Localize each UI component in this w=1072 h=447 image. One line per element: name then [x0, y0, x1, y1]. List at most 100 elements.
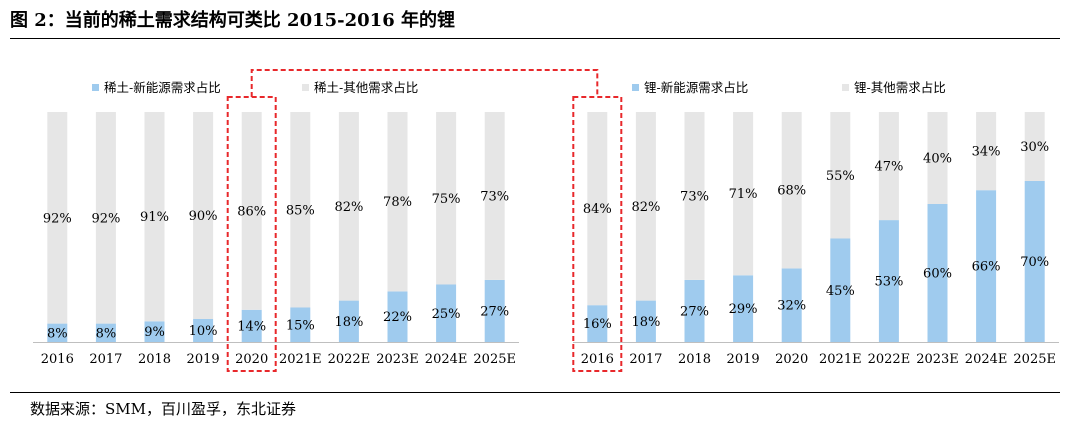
x-tick-label: 2025E: [473, 352, 516, 367]
highlight-box-2016: [572, 96, 623, 372]
bar-segment-new-energy-2019: [733, 275, 754, 342]
bar-segment-other-2018: [144, 112, 165, 322]
bar-segment-new-energy-2017: [635, 300, 656, 342]
bar-segment-other-2021E: [290, 112, 311, 308]
bar-segment-new-energy-2025E: [1024, 181, 1045, 342]
bar-segment-new-energy-2025E: [484, 279, 505, 342]
data-label: 92%: [91, 211, 120, 226]
data-label: 45%: [826, 284, 855, 299]
bar-segment-new-energy-2022E: [878, 220, 899, 342]
data-label: 22%: [383, 310, 412, 325]
legend-label: 锂-新能源需求占比: [644, 80, 748, 95]
data-label: 75%: [432, 192, 461, 207]
data-label: 91%: [140, 210, 169, 225]
x-tick-label: 2020: [775, 352, 808, 367]
bar-segment-other-2024E: [976, 112, 997, 191]
highlight-connector: [250, 69, 599, 97]
bar-segment-new-energy-2023E: [927, 204, 948, 342]
data-label: 92%: [43, 211, 72, 226]
data-label: 60%: [923, 267, 952, 282]
bar-segment-other-2024E: [436, 112, 457, 285]
x-tick-label: 2016: [41, 352, 74, 367]
data-label: 32%: [777, 299, 806, 314]
x-tick-label: 2018: [138, 352, 171, 367]
x-tick-label: 2021E: [279, 352, 322, 367]
x-tick-label: 2025E: [1013, 352, 1056, 367]
bar-segment-other-2025E: [484, 112, 505, 280]
bar-segment-new-energy-2021E: [830, 238, 851, 342]
bar-segment-other-2022E: [338, 112, 359, 301]
bar-segment-other-2019: [733, 112, 754, 276]
data-label: 18%: [334, 315, 363, 330]
bar-segment-other-2023E: [387, 112, 408, 292]
legend-swatch: [632, 84, 639, 91]
top-rule: [10, 38, 1060, 39]
data-label: 66%: [972, 260, 1001, 275]
bar-segment-other-2019: [193, 112, 214, 319]
bar-segment-new-energy-2020: [241, 309, 262, 342]
data-label: 10%: [189, 324, 218, 339]
bar-segment-new-energy-2017: [95, 323, 116, 342]
data-label: 85%: [286, 203, 315, 218]
bar-segment-other-2017: [95, 112, 116, 324]
legend-label: 锂-其他需求占比: [854, 80, 946, 95]
x-tick-label: 2019: [727, 352, 760, 367]
x-tick-label: 2016: [581, 352, 614, 367]
x-tick-label: 2020: [235, 352, 268, 367]
data-label: 68%: [777, 184, 806, 199]
data-label: 84%: [583, 202, 612, 217]
data-label: 9%: [144, 325, 165, 340]
bar-segment-other-2018: [684, 112, 705, 280]
data-label: 16%: [583, 317, 612, 332]
x-tick-label: 2022E: [868, 352, 911, 367]
data-label: 8%: [96, 326, 117, 341]
bar-segment-new-energy-2018: [684, 279, 705, 342]
data-label: 15%: [286, 318, 315, 333]
bar-segment-new-energy-2022E: [338, 300, 359, 342]
x-tick-label: 2022E: [328, 352, 371, 367]
data-label: 86%: [237, 204, 266, 219]
data-label: 27%: [480, 304, 509, 319]
data-label: 78%: [383, 195, 412, 210]
data-label: 82%: [631, 200, 660, 215]
bar-segment-new-energy-2024E: [436, 284, 457, 342]
x-tick-label: 2023E: [916, 352, 959, 367]
data-label: 34%: [972, 145, 1001, 160]
data-label: 90%: [189, 209, 218, 224]
bar-segment-new-energy-2023E: [387, 291, 408, 342]
x-tick-label: 2019: [187, 352, 220, 367]
bar-segment-other-2022E: [878, 112, 899, 221]
bar-segment-other-2023E: [927, 112, 948, 204]
figure-title: 图 2：当前的稀土需求结构可类比 2015-2016 年的锂: [10, 10, 455, 31]
data-label: 71%: [729, 187, 758, 202]
legend-swatch: [842, 84, 849, 91]
bar-segment-new-energy-2020: [781, 268, 802, 342]
bar-segment-new-energy-2021E: [290, 307, 311, 342]
data-source: 数据来源：SMM，百川盈孚，东北证券: [30, 400, 296, 418]
x-tick-label: 2024E: [425, 352, 468, 367]
data-label: 53%: [874, 275, 903, 290]
data-label: 55%: [826, 169, 855, 184]
x-tick-label: 2017: [629, 352, 662, 367]
legend-swatch: [302, 84, 309, 91]
bar-segment-new-energy-2018: [144, 321, 165, 342]
x-tick-label: 2018: [678, 352, 711, 367]
legend-swatch: [92, 84, 99, 91]
data-label: 40%: [923, 152, 952, 167]
bar-segment-other-2016: [587, 112, 608, 306]
bar-segment-other-2020: [241, 112, 262, 310]
bar-segment-other-2020: [781, 112, 802, 269]
bar-segment-other-2017: [635, 112, 656, 301]
data-label: 14%: [237, 319, 266, 334]
data-label: 70%: [1020, 255, 1049, 270]
bar-segment-other-2025E: [1024, 112, 1045, 181]
data-label: 73%: [680, 189, 709, 204]
x-tick-label: 2023E: [376, 352, 419, 367]
bar-segment-new-energy-2019: [193, 319, 214, 342]
data-label: 8%: [47, 326, 68, 341]
bottom-rule: [10, 392, 1060, 393]
x-tick-label: 2021E: [819, 352, 862, 367]
data-label: 18%: [631, 315, 660, 330]
legend-label: 稀土-新能源需求占比: [104, 80, 221, 95]
